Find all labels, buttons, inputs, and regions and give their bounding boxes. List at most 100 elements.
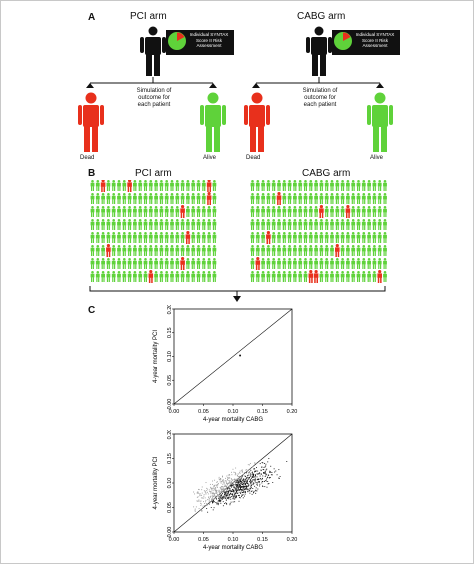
data-point [251, 480, 253, 482]
patient-icon-alive [340, 219, 345, 230]
patient-icon-alive [95, 258, 100, 269]
data-point [235, 484, 237, 486]
data-point [251, 481, 253, 483]
data-point [253, 491, 255, 493]
data-point [241, 478, 242, 480]
data-point [220, 478, 221, 480]
patient-icon-alive [127, 206, 132, 217]
data-point [225, 494, 227, 496]
data-point [251, 474, 253, 476]
patient-icon-alive [340, 258, 345, 269]
patient-icon-alive [255, 232, 260, 243]
data-point [210, 501, 212, 502]
patient-icon-alive [159, 271, 164, 282]
patient-icon-alive [138, 180, 143, 191]
cabg-alive-label: Alive [370, 155, 384, 161]
data-point [251, 477, 253, 478]
data-point [209, 496, 211, 498]
patient-icon-alive [138, 193, 143, 204]
data-point [202, 497, 204, 499]
data-point [225, 491, 227, 493]
data-point [221, 498, 223, 500]
data-point [253, 474, 255, 476]
pie-chart-icon [334, 32, 352, 50]
data-point [258, 473, 259, 475]
data-point [226, 495, 228, 496]
data-point [214, 489, 216, 491]
data-point [225, 485, 227, 487]
data-point [250, 483, 252, 485]
patient-icon-alive [133, 206, 137, 217]
cabg-patient-grid [250, 180, 387, 283]
data-point [203, 490, 205, 492]
data-point [276, 474, 278, 476]
data-point [260, 478, 262, 480]
data-point [244, 495, 246, 497]
data-point [239, 354, 242, 357]
data-point [202, 497, 203, 499]
patient-icon-alive [367, 258, 371, 269]
data-point [212, 493, 214, 495]
patient-icon-alive [106, 219, 111, 230]
data-point [260, 470, 262, 472]
data-point [205, 493, 207, 495]
patient-icon-alive [261, 193, 265, 204]
data-point [246, 480, 248, 482]
simulation-line-1: Simulation of [136, 88, 172, 94]
data-point [255, 479, 257, 481]
data-point [245, 492, 246, 493]
data-point [227, 488, 228, 490]
data-point [245, 488, 247, 490]
data-point [220, 479, 222, 481]
data-point [212, 501, 214, 503]
patient-icon-alive [207, 232, 211, 243]
data-point [207, 488, 209, 490]
data-point [231, 482, 233, 484]
data-point [213, 492, 215, 494]
data-point [231, 493, 233, 495]
pci-dead-figure [78, 92, 104, 152]
data-point [226, 487, 228, 488]
data-point [224, 493, 226, 495]
patient-icon-alive [95, 180, 100, 191]
data-point [249, 471, 251, 473]
patient-icon-alive [330, 271, 334, 282]
patient-icon-alive [330, 180, 334, 191]
data-point [249, 482, 251, 483]
patient-icon-alive [271, 193, 276, 204]
patient-icon-alive [277, 258, 281, 269]
patient-icon-alive [175, 271, 180, 282]
patient-icon-alive [191, 180, 196, 191]
data-point [197, 500, 199, 502]
data-point [264, 466, 266, 468]
x-tick-label: 0.15 [257, 537, 268, 543]
patient-icon-alive [170, 232, 174, 243]
data-point [247, 475, 248, 477]
patient-icon-alive [356, 219, 361, 230]
data-point [212, 509, 214, 511]
patient-icon-alive [361, 245, 366, 256]
data-point [216, 485, 218, 487]
patient-icon-alive [117, 258, 121, 269]
data-point [245, 469, 247, 471]
data-point [223, 497, 225, 499]
cabg-grid-title: CABG arm [302, 168, 351, 179]
patient-icon-alive [298, 271, 303, 282]
patient-icon-alive [148, 219, 153, 230]
data-point [215, 489, 217, 491]
data-point [236, 484, 237, 485]
data-point [232, 493, 234, 495]
data-point [237, 483, 239, 485]
patient-icon-alive [340, 180, 345, 191]
data-point [243, 478, 245, 480]
data-point [237, 483, 239, 484]
data-point [203, 501, 204, 503]
data-point [236, 485, 238, 487]
data-point [239, 483, 241, 485]
patient-icon-alive [340, 232, 345, 243]
data-point [259, 483, 261, 485]
data-point [261, 466, 263, 468]
patient-icon-alive [117, 271, 121, 282]
data-point [228, 486, 230, 488]
data-point [250, 469, 252, 471]
